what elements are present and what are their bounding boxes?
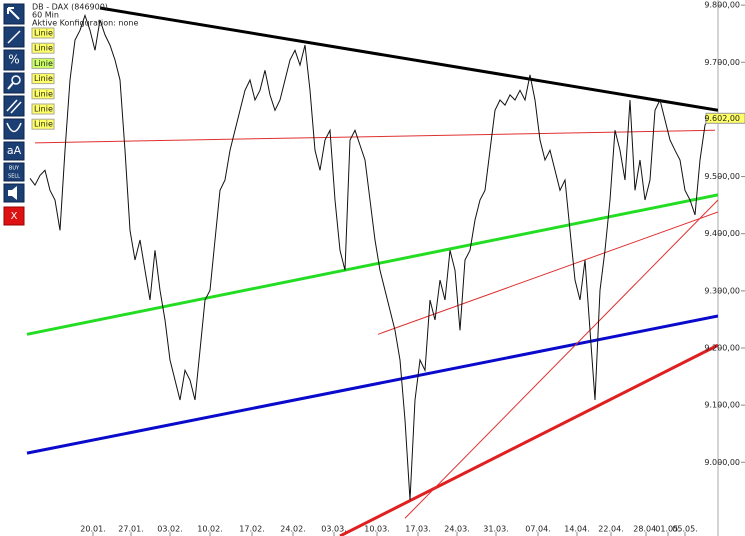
x-tick-label: 27.01. <box>118 525 143 534</box>
x-tick-label: 01.05. <box>655 525 680 534</box>
channel-button[interactable] <box>3 95 25 117</box>
font-button[interactable] <box>3 141 25 161</box>
line-tag <box>31 73 55 85</box>
x-tick-label: 22.04. <box>598 525 623 534</box>
trend-line <box>26 314 718 455</box>
icon <box>11 75 21 85</box>
line-tag <box>31 103 55 115</box>
button-label: SELL <box>8 174 20 180</box>
line-tag <box>31 88 55 100</box>
x-tick-label: 28.04. <box>633 525 658 534</box>
button-label: X <box>11 211 18 222</box>
trend-line <box>99 6 718 112</box>
x-tick-label: 20.01. <box>80 525 105 534</box>
x-tick-label: 17.03. <box>405 525 430 534</box>
x-tick-label: 10.02. <box>197 525 222 534</box>
chart-title: DB - DAX (846900) <box>32 3 108 12</box>
overlay: DB - DAX (846900) 60 Min Aktive Konfigur… <box>3 1 745 536</box>
button-label: BUY <box>9 166 20 172</box>
icon <box>6 122 22 133</box>
trend-line <box>34 129 716 144</box>
line-tag <box>31 57 55 69</box>
x-tick-label: 14.04. <box>564 525 589 534</box>
button-label: % <box>8 53 19 67</box>
x-tick-label: 05.05. <box>672 525 697 534</box>
icon <box>7 30 21 44</box>
y-tick-label: 9.200,00 <box>704 344 740 353</box>
line-tag-label: Linie <box>34 44 53 53</box>
icon <box>7 82 14 90</box>
x-tick-label: 10.03. <box>364 525 389 534</box>
plot-area <box>26 6 718 536</box>
toolbar: % aA BUY SELL X <box>3 3 25 226</box>
chart-subtitle: 60 Min <box>32 11 59 20</box>
arc-button[interactable] <box>3 118 25 140</box>
button-label: aA <box>7 144 22 157</box>
x-tick-label: 24.02. <box>280 525 305 534</box>
x-tick-label: 31.03. <box>483 525 508 534</box>
x-tick-label: 03.02. <box>157 525 182 534</box>
trend-line <box>339 343 718 536</box>
x-tick-label: 07.04. <box>525 525 550 534</box>
y-tick-label: 9.300,00 <box>704 286 740 295</box>
x-tick-label: 17.02. <box>239 525 264 534</box>
x-tick-label: 24.03. <box>444 525 469 534</box>
trend-line <box>404 199 718 519</box>
trade-button[interactable] <box>3 162 25 182</box>
x-tick-label: 03.03. <box>321 525 346 534</box>
y-tick-label: 9.400,00 <box>704 229 740 238</box>
icon <box>7 7 20 20</box>
y-tick-label: 9.700,00 <box>704 58 740 67</box>
close-button[interactable] <box>3 206 25 226</box>
icon <box>6 99 22 114</box>
icon <box>8 186 17 200</box>
line-tag-label: Linie <box>34 59 53 68</box>
price-line <box>29 13 711 501</box>
y-tick-label: 9.500,00 <box>704 172 740 181</box>
line-tag-label: Linie <box>34 89 53 98</box>
line-tag <box>31 42 55 54</box>
y-tick-label: 9.800,00 <box>704 1 740 10</box>
annotation: Aktive Konfiguration: none <box>32 19 138 28</box>
line-tag-label: Linie <box>34 120 53 129</box>
percent-button[interactable] <box>3 49 25 71</box>
line-tag <box>31 27 55 39</box>
y-tick-label: 9.100,00 <box>704 401 740 410</box>
trend-line <box>377 211 718 335</box>
last-price-box <box>705 112 745 124</box>
line-tag-label: Linie <box>34 74 53 83</box>
trend-line <box>26 193 718 336</box>
last-price-label: 9.602,00 <box>704 114 740 123</box>
y-tick-label: 9.000,00 <box>704 458 740 467</box>
line-tag <box>31 118 55 130</box>
line-tag-label: Linie <box>34 105 53 114</box>
line-tag-label: Linie <box>34 29 53 38</box>
